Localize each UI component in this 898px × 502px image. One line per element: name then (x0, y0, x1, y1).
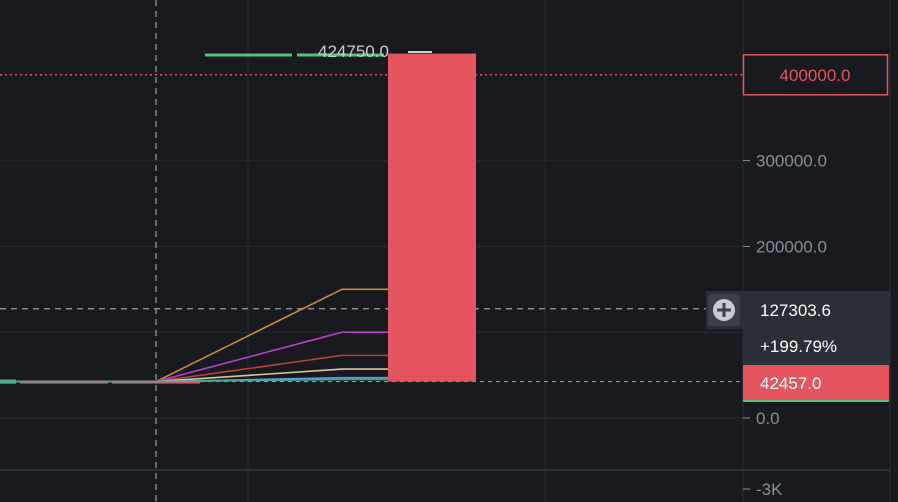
crosshair-change-label: +199.79% (760, 337, 837, 356)
y-tick-label: -3K (756, 480, 783, 499)
highlight-bar[interactable] (388, 53, 476, 382)
plus-icon-v (722, 303, 726, 317)
crosshair-change-panel (743, 329, 890, 365)
y-tick-label: 0.0 (756, 409, 780, 428)
series-line-2 (0, 331, 432, 383)
crosshair-price-label: 127303.6 (760, 301, 831, 320)
y-tick-label: 200000.0 (756, 237, 827, 256)
series-line-6 (0, 378, 432, 383)
current-price-label: 42457.0 (760, 374, 821, 393)
bar-value-label: 424750.0 (318, 42, 389, 61)
series-line-1 (0, 288, 432, 383)
target-price-label: 400000.0 (780, 66, 851, 85)
y-tick-label: 300000.0 (756, 152, 827, 171)
target-price-box[interactable] (742, 54, 889, 96)
current-price-box[interactable] (743, 365, 889, 400)
